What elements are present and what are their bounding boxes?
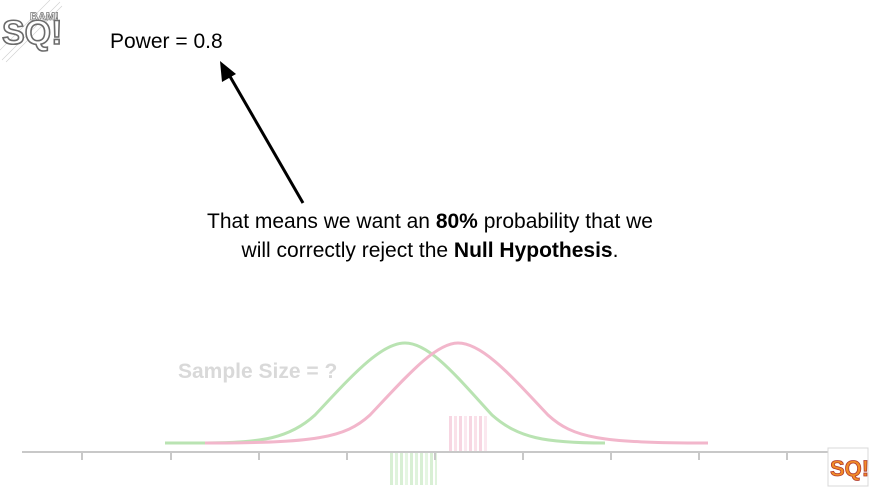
pink-sample-strips [449,416,487,451]
power-label: Power = 0.8 [110,30,223,53]
logo-tagline: BAM! [30,11,59,23]
explanation-bold-null-hypothesis: Null Hypothesis [453,239,613,262]
explanation-part3: . [612,239,619,262]
statquest-logo: SQ! BAM! [0,0,64,64]
statquest-small-logo: SQ! [826,446,870,488]
alternative-distribution-curve [204,341,709,445]
explanation-part1: That means we want an [207,210,436,233]
small-logo-text: SQ! [830,456,869,481]
arrow-line [226,72,305,204]
explanation-text: That means we want an 80% probability th… [200,207,660,265]
sample-size-label: Sample Size = ? [178,360,338,383]
explanation-bold-percent: 80% [435,210,478,233]
logo-text: SQ! [2,14,62,52]
explanation-part2: probability that we will correctly rejec… [241,210,653,262]
green-sample-strips [390,453,437,485]
x-axis-ticks [81,452,788,460]
null-distribution-curve [165,341,606,445]
arrow-head [220,61,236,82]
